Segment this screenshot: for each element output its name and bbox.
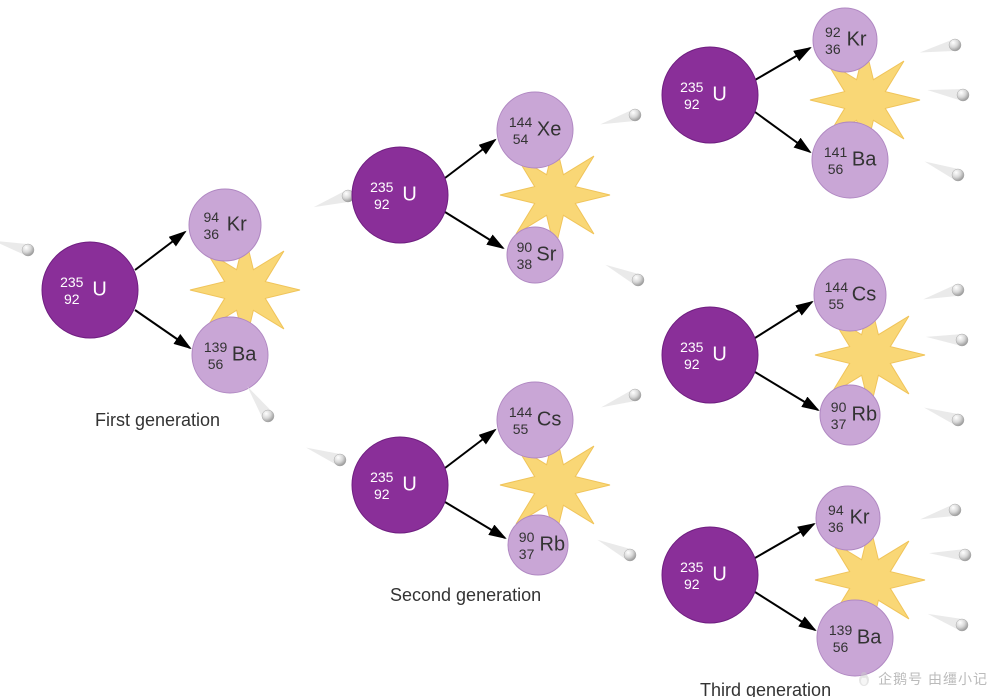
svg-text:144: 144 <box>825 279 849 295</box>
svg-text:Rb: Rb <box>852 404 878 426</box>
svg-text:235: 235 <box>680 339 704 355</box>
svg-text:235: 235 <box>370 179 394 195</box>
svg-text:37: 37 <box>831 416 847 432</box>
svg-text:92: 92 <box>684 96 700 112</box>
svg-text:90: 90 <box>517 239 533 255</box>
svg-text:92: 92 <box>684 576 700 592</box>
svg-text:92: 92 <box>374 486 390 502</box>
watermark: 企鹅号 由缰小记 <box>856 669 988 689</box>
svg-text:Kr: Kr <box>227 214 247 236</box>
svg-text:Xe: Xe <box>537 119 561 141</box>
svg-text:36: 36 <box>828 519 844 535</box>
svg-text:Cs: Cs <box>537 409 561 431</box>
svg-text:56: 56 <box>833 639 849 655</box>
svg-text:56: 56 <box>208 356 224 372</box>
svg-text:90: 90 <box>519 529 535 545</box>
svg-text:U: U <box>402 474 416 496</box>
svg-text:92: 92 <box>684 356 700 372</box>
svg-text:56: 56 <box>828 161 844 177</box>
svg-text:94: 94 <box>204 209 220 225</box>
svg-text:92: 92 <box>64 291 80 307</box>
svg-text:U: U <box>712 84 726 106</box>
svg-text:55: 55 <box>829 296 845 312</box>
svg-text:Rb: Rb <box>540 534 566 556</box>
svg-text:Kr: Kr <box>850 507 870 529</box>
svg-text:139: 139 <box>204 339 228 355</box>
penguin-icon <box>856 671 872 687</box>
svg-text:Ba: Ba <box>857 627 882 649</box>
watermark-text: 企鹅号 由缰小记 <box>878 669 988 689</box>
svg-text:235: 235 <box>370 469 394 485</box>
svg-text:Ba: Ba <box>852 149 877 171</box>
label-gen3: Third generation <box>700 680 831 697</box>
svg-text:Kr: Kr <box>847 29 867 51</box>
svg-text:141: 141 <box>824 144 848 160</box>
svg-text:37: 37 <box>519 546 535 562</box>
svg-text:92: 92 <box>374 196 390 212</box>
svg-text:Sr: Sr <box>536 244 556 266</box>
svg-text:94: 94 <box>828 502 844 518</box>
svg-text:U: U <box>712 344 726 366</box>
svg-text:90: 90 <box>831 399 847 415</box>
svg-text:235: 235 <box>60 274 84 290</box>
svg-text:55: 55 <box>513 421 529 437</box>
label-gen1: First generation <box>95 410 220 431</box>
svg-text:U: U <box>402 184 416 206</box>
svg-text:36: 36 <box>204 226 220 242</box>
svg-text:Ba: Ba <box>232 344 257 366</box>
svg-text:54: 54 <box>513 131 529 147</box>
svg-text:U: U <box>712 564 726 586</box>
svg-text:144: 144 <box>509 404 533 420</box>
svg-text:92: 92 <box>825 24 841 40</box>
svg-text:235: 235 <box>680 559 704 575</box>
svg-text:36: 36 <box>825 41 841 57</box>
svg-text:U: U <box>92 279 106 301</box>
svg-text:38: 38 <box>517 256 533 272</box>
svg-text:235: 235 <box>680 79 704 95</box>
svg-text:Cs: Cs <box>852 284 876 306</box>
svg-text:144: 144 <box>509 114 533 130</box>
label-gen2: Second generation <box>390 585 541 606</box>
svg-text:139: 139 <box>829 622 853 638</box>
